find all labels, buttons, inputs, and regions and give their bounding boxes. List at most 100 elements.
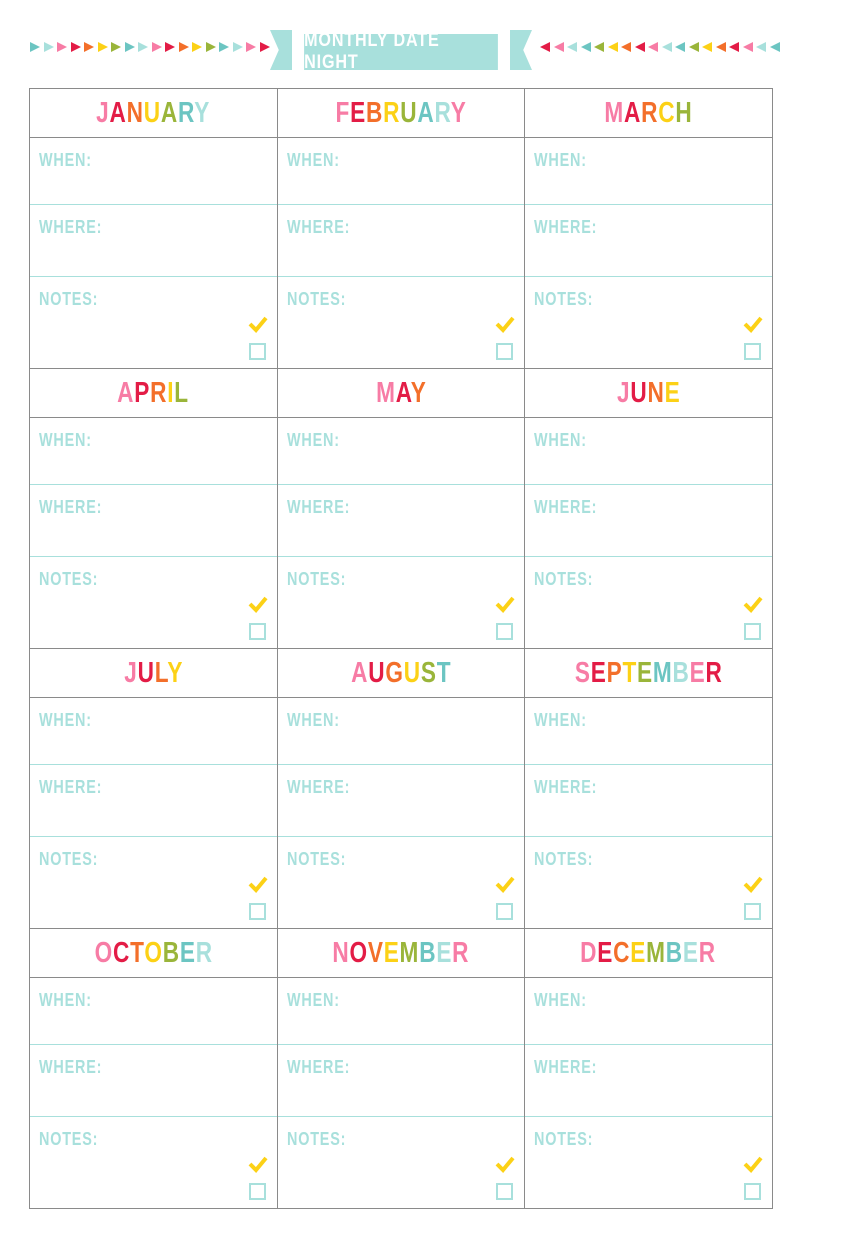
checkbox-icon[interactable]: [249, 623, 266, 640]
when-field[interactable]: WHEN:: [30, 418, 277, 485]
title-banner: MONTHLY DATE NIGHT: [270, 30, 532, 73]
notes-field[interactable]: NOTES:: [525, 837, 772, 928]
month-title: JANUARY: [30, 89, 277, 138]
when-field[interactable]: WHEN:: [525, 698, 772, 765]
when-field[interactable]: WHEN:: [278, 418, 524, 485]
where-field[interactable]: WHERE:: [525, 485, 772, 557]
where-field[interactable]: WHERE:: [278, 485, 524, 557]
month-name: JULY: [124, 656, 183, 689]
when-field[interactable]: WHEN:: [278, 698, 524, 765]
when-label: WHEN:: [534, 990, 587, 1010]
triangle-icon: [634, 42, 645, 52]
notes-field[interactable]: NOTES:: [278, 837, 524, 928]
month-title: MAY: [278, 369, 524, 418]
month-card: MARCH WHEN: WHERE: NOTES:: [525, 89, 773, 369]
checkbox-icon[interactable]: [744, 1183, 761, 1200]
notes-label: NOTES:: [287, 1129, 347, 1149]
month-card: AUGUST WHEN: WHERE: NOTES:: [278, 649, 525, 929]
month-name: SEPTEMBER: [574, 656, 723, 689]
triangle-icon: [553, 42, 564, 52]
triangle-icon: [756, 42, 766, 52]
checkbox-icon[interactable]: [744, 623, 761, 640]
triangle-icon: [688, 42, 699, 52]
notes-field[interactable]: NOTES:: [278, 557, 524, 648]
checkmark-icon: [743, 315, 763, 333]
month-title: MARCH: [525, 89, 772, 138]
when-field[interactable]: WHEN:: [525, 978, 772, 1045]
month-title: NOVEMBER: [278, 929, 524, 978]
month-name: OCTOBER: [94, 936, 213, 969]
when-label: WHEN:: [39, 990, 92, 1010]
when-label: WHEN:: [287, 150, 340, 170]
notes-field[interactable]: NOTES:: [525, 277, 772, 368]
notes-field[interactable]: NOTES:: [30, 277, 277, 368]
month-card: JULY WHEN: WHERE: NOTES:: [30, 649, 278, 929]
when-field[interactable]: WHEN:: [278, 978, 524, 1045]
notes-field[interactable]: NOTES:: [278, 1117, 524, 1208]
notes-label: NOTES:: [534, 849, 594, 869]
where-field[interactable]: WHERE:: [525, 765, 772, 837]
triangle-icon: [580, 42, 591, 52]
where-field[interactable]: WHERE:: [278, 765, 524, 837]
notes-label: NOTES:: [287, 569, 347, 589]
when-field[interactable]: WHEN:: [30, 138, 277, 205]
triangle-icon: [742, 42, 753, 52]
checkmark-icon: [248, 1155, 268, 1173]
checkbox-icon[interactable]: [744, 343, 761, 360]
where-field[interactable]: WHERE:: [278, 1045, 524, 1117]
checkbox-icon[interactable]: [249, 903, 266, 920]
notes-field[interactable]: NOTES:: [30, 557, 277, 648]
checkbox-icon[interactable]: [496, 623, 513, 640]
when-field[interactable]: WHEN:: [525, 418, 772, 485]
notes-field[interactable]: NOTES:: [30, 1117, 277, 1208]
when-label: WHEN:: [287, 430, 340, 450]
checkmark-icon: [743, 595, 763, 613]
notes-field[interactable]: NOTES:: [30, 837, 277, 928]
where-field[interactable]: WHERE:: [525, 205, 772, 277]
month-title: APRIL: [30, 369, 277, 418]
month-title: OCTOBER: [30, 929, 277, 978]
where-field[interactable]: WHERE:: [30, 485, 277, 557]
where-field[interactable]: WHERE:: [30, 765, 277, 837]
month-name: MARCH: [604, 96, 693, 129]
notes-field[interactable]: NOTES:: [278, 277, 524, 368]
where-field[interactable]: WHERE:: [525, 1045, 772, 1117]
when-label: WHEN:: [39, 710, 92, 730]
notes-label: NOTES:: [39, 289, 99, 309]
notes-field[interactable]: NOTES:: [525, 1117, 772, 1208]
where-field[interactable]: WHERE:: [30, 205, 277, 277]
checkbox-icon[interactable]: [496, 343, 513, 360]
month-title: JUNE: [525, 369, 772, 418]
month-title: JULY: [30, 649, 277, 698]
month-grid: JANUARY WHEN: WHERE: NOTES: FEBRUARY WHE…: [29, 88, 773, 1209]
triangle-icon: [205, 42, 216, 52]
checkbox-icon[interactable]: [744, 903, 761, 920]
checkmark-icon: [495, 315, 515, 333]
checkbox-icon[interactable]: [496, 903, 513, 920]
triangle-icon: [178, 42, 189, 52]
banner-tail-left: [270, 30, 292, 70]
when-field[interactable]: WHEN:: [30, 698, 277, 765]
where-field[interactable]: WHERE:: [30, 1045, 277, 1117]
checkmark-icon: [248, 875, 268, 893]
triangle-icon: [70, 42, 81, 52]
notes-label: NOTES:: [39, 569, 99, 589]
when-field[interactable]: WHEN:: [525, 138, 772, 205]
when-field[interactable]: WHEN:: [30, 978, 277, 1045]
month-card: JUNE WHEN: WHERE: NOTES:: [525, 369, 773, 649]
when-field[interactable]: WHEN:: [278, 138, 524, 205]
triangle-icon: [219, 42, 229, 52]
where-field[interactable]: WHERE:: [278, 205, 524, 277]
checkbox-icon[interactable]: [249, 1183, 266, 1200]
triangle-icon: [621, 42, 631, 52]
when-label: WHEN:: [39, 430, 92, 450]
checkmark-icon: [495, 595, 515, 613]
triangle-icon: [111, 42, 121, 52]
checkbox-icon[interactable]: [249, 343, 266, 360]
checkmark-icon: [743, 875, 763, 893]
month-card: OCTOBER WHEN: WHERE: NOTES:: [30, 929, 278, 1209]
month-card: JANUARY WHEN: WHERE: NOTES:: [30, 89, 278, 369]
checkbox-icon[interactable]: [496, 1183, 513, 1200]
notes-field[interactable]: NOTES:: [525, 557, 772, 648]
when-label: WHEN:: [39, 150, 92, 170]
